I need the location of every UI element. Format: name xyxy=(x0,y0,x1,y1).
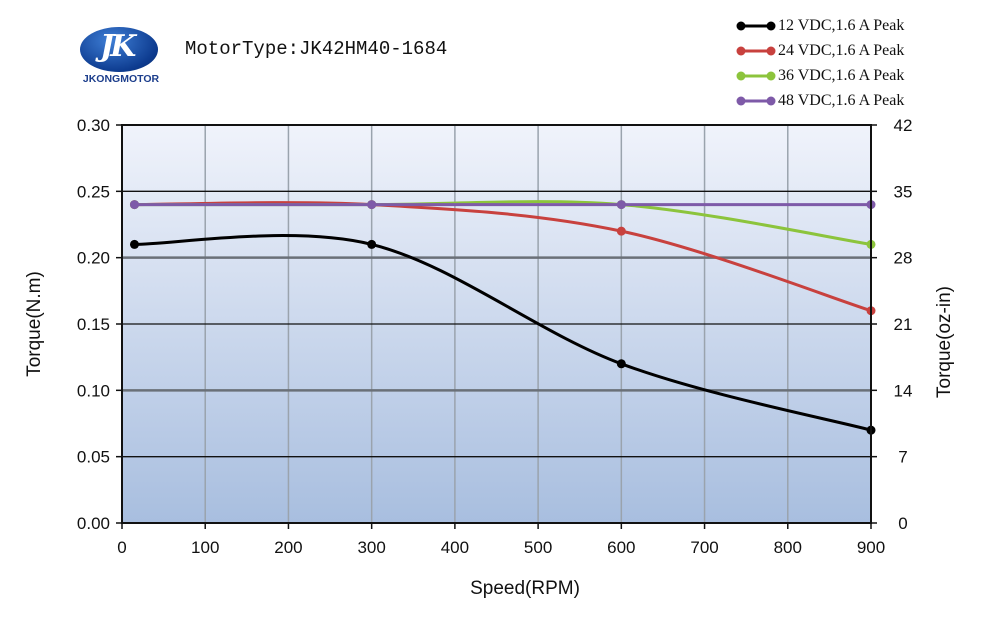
x-tick-label: 300 xyxy=(357,538,385,557)
logo-text: JKONGMOTOR xyxy=(82,73,160,85)
x-tick-label: 0 xyxy=(117,538,126,557)
legend-item-12v: 12 VDC,1.6 A Peak xyxy=(736,13,904,38)
series-line-24v xyxy=(134,201,872,313)
legend-marker-icon xyxy=(736,71,776,80)
y2-tick-label: 28 xyxy=(894,249,913,268)
y2-tick-label: 14 xyxy=(894,381,913,400)
y-tick-label: 0.15 xyxy=(77,315,110,334)
logo-glyph: JK xyxy=(100,29,136,64)
y2-tick-label: 7 xyxy=(898,448,907,467)
legend: 12 VDC,1.6 A Peak 24 VDC,1.6 A Peak 36 VDC… xyxy=(736,13,904,113)
y-tick-label: 0.25 xyxy=(77,182,110,201)
x-tick-label: 700 xyxy=(690,538,718,557)
x-tick-label: 600 xyxy=(607,538,635,557)
y-tick-label: 0.05 xyxy=(77,448,110,467)
x-tick-label: 400 xyxy=(441,538,469,557)
legend-marker-icon xyxy=(736,21,776,30)
legend-item-36v: 36 VDC,1.6 A Peak xyxy=(736,63,904,88)
y-axis-label: Torque(N.m) xyxy=(24,271,45,377)
y-tick-label: 0.00 xyxy=(77,514,110,533)
y2-axis-label: Torque(oz-in) xyxy=(934,286,955,398)
legend-label: 48 VDC,1.6 A Peak xyxy=(778,91,905,109)
legend-item-24v: 24 VDC,1.6 A Peak xyxy=(736,38,904,63)
y2-tick-label: 42 xyxy=(894,116,913,135)
legend-marker-icon xyxy=(736,46,776,55)
x-tick-label: 500 xyxy=(524,538,552,557)
data-point-48v xyxy=(367,200,377,210)
x-tick-label: 900 xyxy=(857,538,885,557)
data-point-12v xyxy=(129,239,139,249)
legend-label: 24 VDC,1.6 A Peak xyxy=(778,41,905,59)
y2-tick-label: 21 xyxy=(894,315,913,334)
data-point-48v xyxy=(129,200,139,210)
x-tick-label: 200 xyxy=(274,538,302,557)
legend-label: 36 VDC,1.6 A Peak xyxy=(778,66,905,84)
y-tick-label: 0.10 xyxy=(77,381,110,400)
y-tick-label: 0.20 xyxy=(77,249,110,268)
legend-item-48v: 48 VDC,1.6 A Peak xyxy=(736,88,904,113)
y-tick-label: 0.30 xyxy=(77,116,110,135)
data-point-12v xyxy=(367,239,377,249)
series-line-12v xyxy=(134,234,872,432)
y2-tick-label: 0 xyxy=(898,514,907,533)
data-point-48v xyxy=(616,200,626,210)
x-tick-label: 800 xyxy=(774,538,802,557)
motor-type-title: MotorType:JK42HM40-1684 xyxy=(185,38,448,60)
x-axis-label: Speed(RPM) xyxy=(470,578,580,599)
legend-marker-icon xyxy=(736,96,776,105)
legend-label: 12 VDC,1.6 A Peak xyxy=(778,16,905,34)
data-point-12v xyxy=(616,359,626,369)
x-tick-label: 100 xyxy=(191,538,219,557)
y2-tick-label: 35 xyxy=(894,182,913,201)
data-point-24v xyxy=(616,226,626,236)
logo-emblem xyxy=(80,27,158,72)
jkongmotor-logo: JK JKONGMOTOR xyxy=(78,27,164,87)
